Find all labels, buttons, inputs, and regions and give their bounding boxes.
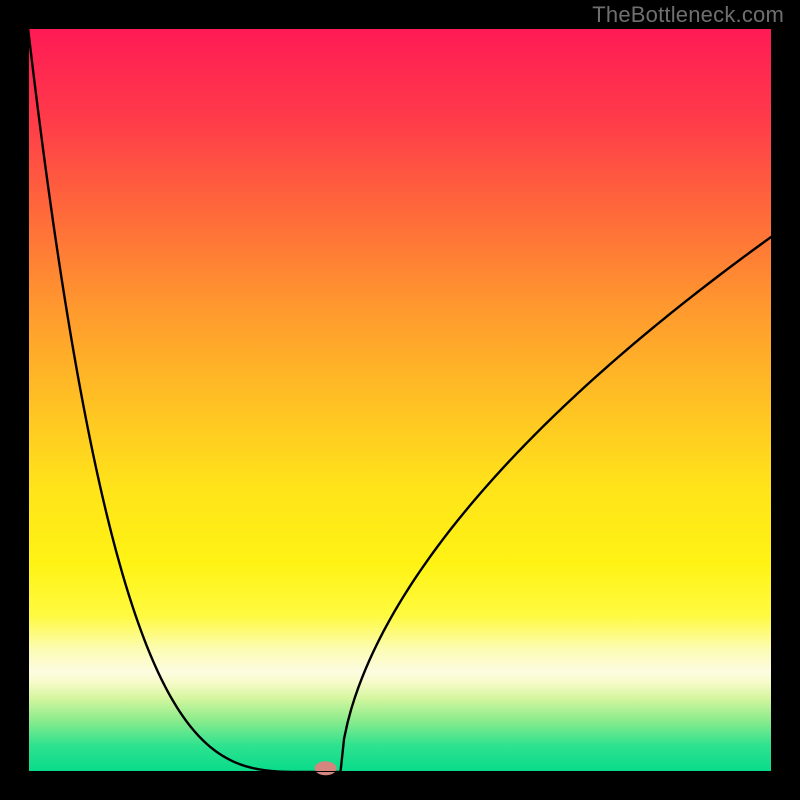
bottleneck-chart	[0, 0, 800, 800]
plot-background	[28, 28, 772, 772]
watermark-text: TheBottleneck.com	[592, 2, 784, 28]
optimal-point-marker	[315, 761, 337, 775]
